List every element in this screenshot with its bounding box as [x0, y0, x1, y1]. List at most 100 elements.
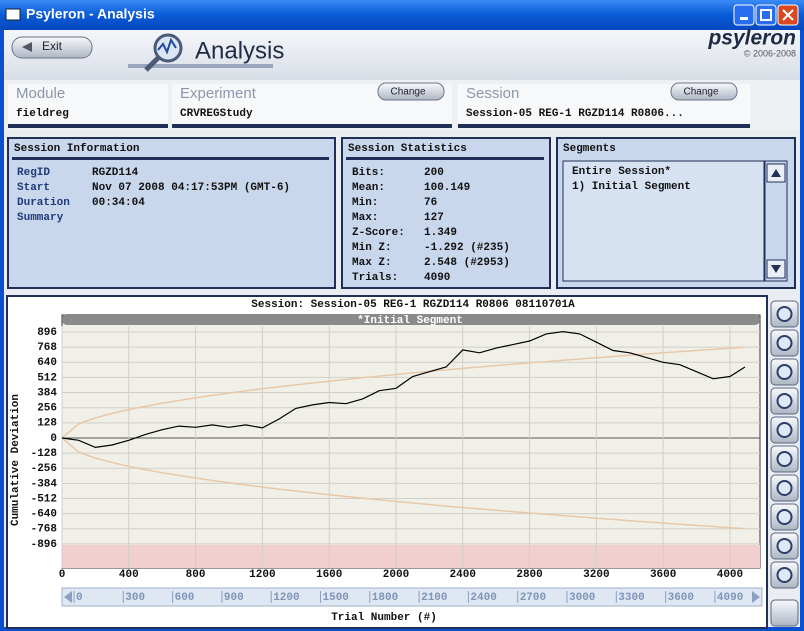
- selector-underline: [8, 124, 168, 128]
- x-tick-label: 2400: [450, 569, 476, 581]
- stat-value: 200: [424, 167, 444, 179]
- resize-button[interactable]: [770, 599, 799, 627]
- scroll-label: 0: [76, 592, 83, 604]
- scroll-label: 3600: [668, 592, 694, 604]
- scroll-label: 1500: [323, 592, 349, 604]
- panel: [7, 137, 336, 289]
- stat-value: 2.548 (#2953): [424, 257, 510, 269]
- change-button[interactable]: [377, 82, 445, 101]
- scroll-left[interactable]: [64, 591, 72, 603]
- chart-toolbar: [770, 300, 799, 627]
- series-line: [61, 330, 746, 449]
- minimize-glyph: [740, 17, 748, 20]
- y-tick-label: 640: [37, 357, 57, 369]
- y-tick-label: 896: [37, 327, 57, 339]
- stat-value: 4090: [424, 272, 450, 284]
- chart-title: Session: Session-05 REG-1 RGZD114 R0806 …: [251, 299, 575, 311]
- magnifier-handle: [144, 56, 160, 72]
- y-tick-label: 384: [37, 387, 57, 399]
- scroll-label: 3300: [618, 592, 644, 604]
- title-bar: [0, 0, 804, 30]
- y-tick-label: -384: [31, 478, 58, 490]
- stat-label: Trials:: [352, 272, 398, 284]
- stat-value: 76: [424, 197, 437, 209]
- stat-value: 1.349: [424, 227, 457, 239]
- y-tick-label: 128: [37, 418, 57, 430]
- x-tick-label: 3200: [583, 569, 609, 581]
- x-tick-label: 4000: [717, 569, 743, 581]
- minimize-button[interactable]: [733, 4, 755, 26]
- x-tick-label: 1600: [316, 569, 342, 581]
- y-tick-label: -768: [31, 524, 58, 536]
- scroll-label: 600: [175, 592, 195, 604]
- selector-label: Session: [466, 85, 519, 102]
- info-value: Nov 07 2008 04:17:53PM (GMT-6): [92, 182, 290, 194]
- stat-value: 100.149: [424, 182, 470, 194]
- x-tick-label: 0: [59, 569, 66, 581]
- selector-box: [8, 84, 168, 128]
- y-tick-label: 512: [37, 372, 57, 384]
- tool-glyph: [776, 567, 793, 583]
- info-label: Summary: [17, 212, 64, 224]
- selector-underline: [458, 124, 750, 128]
- y-tick-label: -256: [31, 463, 57, 475]
- tool-glyph: [776, 393, 793, 409]
- y-tick-label: 0: [50, 433, 57, 445]
- maximize-button[interactable]: [755, 4, 777, 26]
- change-label: Change: [390, 87, 425, 98]
- stat-label: Min Z:: [352, 242, 392, 254]
- x-tick-label: 2800: [516, 569, 542, 581]
- segment-item[interactable]: 1) Initial Segment: [572, 181, 691, 193]
- tool-glyph: [776, 306, 793, 322]
- stat-label: Z-Score:: [352, 227, 405, 239]
- panel-title: Segments: [563, 143, 616, 155]
- stat-label: Mean:: [352, 182, 385, 194]
- selector-label: Experiment: [180, 85, 257, 102]
- stat-value: 127: [424, 212, 444, 224]
- magnifier-graph: [157, 37, 177, 55]
- exit-arrow: [22, 42, 32, 52]
- header-title: Analysis: [195, 37, 284, 64]
- scroll-label: 2700: [520, 592, 546, 604]
- maximize-glyph: [760, 9, 772, 21]
- panel: [341, 137, 551, 289]
- y-tick-label: 768: [37, 342, 57, 354]
- info-value: 00:34:04: [92, 197, 145, 209]
- x-tick-label: 3600: [650, 569, 676, 581]
- selector-row: Module fieldreg Experiment CRVREGStudy Chang…: [4, 80, 800, 130]
- x-axis-label: Trial Number (#): [331, 612, 437, 624]
- panel-title: Session Statistics: [348, 143, 467, 155]
- segment-list: [562, 160, 765, 282]
- scroll-label: 1200: [273, 592, 299, 604]
- info-label: Duration: [17, 197, 70, 209]
- y-tick-label: 256: [37, 403, 57, 415]
- scroll-right[interactable]: [752, 591, 760, 603]
- tool-glyph: [776, 335, 793, 351]
- tool-glyph: [776, 509, 793, 525]
- scroll-label: 3000: [569, 592, 595, 604]
- selector-underline: [172, 124, 452, 128]
- scroll-up-glyph: [771, 169, 781, 177]
- change-button[interactable]: [670, 82, 738, 101]
- window-title: Psyleron - Analysis: [26, 6, 155, 22]
- y-tick-label: -128: [31, 448, 58, 460]
- panel-title-rule: [346, 157, 544, 160]
- info-panels: Session Information Session Statistics Seg…: [7, 137, 796, 289]
- info-label: RegID: [17, 167, 50, 179]
- x-tick-label: 800: [186, 569, 206, 581]
- lower-band: [62, 545, 760, 568]
- scroll-down-glyph: [771, 265, 781, 273]
- segment-item[interactable]: Entire Session*: [572, 166, 671, 178]
- tool-glyph: [776, 451, 793, 467]
- stat-value: -1.292 (#235): [424, 242, 510, 254]
- scroll-label: 4090: [717, 592, 743, 604]
- stat-label: Max Z:: [352, 257, 392, 269]
- y-tick-label: -512: [31, 493, 57, 505]
- stat-label: Bits:: [352, 167, 385, 179]
- tool-glyph: [776, 364, 793, 380]
- y-axis-label: Cumulative Deviation: [10, 394, 22, 526]
- info-value: RGZD114: [92, 167, 139, 179]
- segment-label: *Initial Segment: [357, 315, 463, 327]
- selector-value: fieldreg: [16, 108, 69, 120]
